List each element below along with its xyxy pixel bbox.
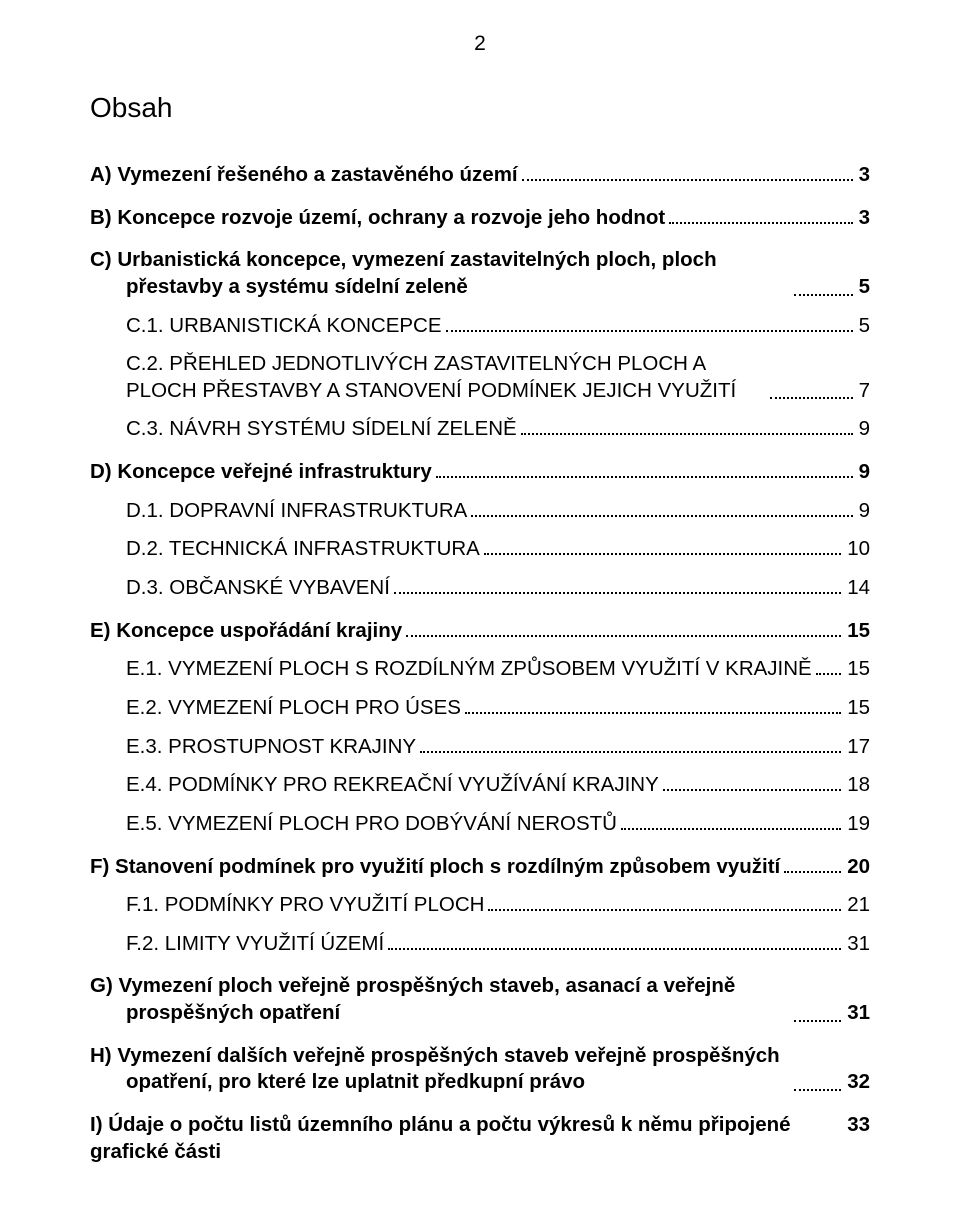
- toc-leader: [446, 314, 853, 331]
- toc-page: 7: [857, 378, 870, 405]
- toc-label: E) Koncepce uspořádání krajiny: [90, 618, 402, 645]
- toc-page: 18: [845, 772, 870, 799]
- toc-label: D) Koncepce veřejné infrastruktury: [90, 459, 432, 486]
- toc-leader: [471, 499, 852, 516]
- toc-row: C.3. NÁVRH SYSTÉMU SÍDELNÍ ZELENĚ 9: [90, 416, 870, 443]
- toc-page: 15: [845, 618, 870, 645]
- toc-page: 15: [845, 695, 870, 722]
- toc-label: E.3. PROSTUPNOST KRAJINY: [126, 734, 416, 761]
- toc-leader: [621, 812, 841, 829]
- toc-leader: [794, 278, 853, 295]
- toc-label: E.2. VYMEZENÍ PLOCH PRO ÚSES: [126, 695, 461, 722]
- toc-label: B) Koncepce rozvoje území, ochrany a roz…: [90, 205, 665, 232]
- toc-leader: [522, 164, 853, 181]
- toc-page: 31: [845, 1000, 870, 1027]
- toc-page: 32: [845, 1069, 870, 1096]
- toc-page: 14: [845, 575, 870, 602]
- toc-label: E.1. VYMEZENÍ PLOCH S ROZDÍLNÝM ZPŮSOBEM…: [126, 656, 812, 683]
- toc-page: 9: [857, 498, 870, 525]
- toc-page: 9: [857, 459, 870, 486]
- toc-label: G) Vymezení ploch veřejně prospěšných st…: [90, 973, 790, 1026]
- toc-label: F) Stanovení podmínek pro využití ploch …: [90, 854, 780, 881]
- toc-row: G) Vymezení ploch veřejně prospěšných st…: [90, 973, 870, 1026]
- toc-row: D) Koncepce veřejné infrastruktury 9: [90, 459, 870, 486]
- toc-row: F.2. LIMITY VYUŽITÍ ÚZEMÍ 31: [90, 931, 870, 958]
- toc-row: C.1. URBANISTICKÁ KONCEPCE 5: [90, 313, 870, 340]
- toc-leader: [794, 1004, 841, 1021]
- toc-page: 33: [845, 1112, 870, 1139]
- toc-page: 10: [845, 536, 870, 563]
- toc-row: E) Koncepce uspořádání krajiny 15: [90, 618, 870, 645]
- toc-row: I) Údaje o počtu listů územního plánu a …: [90, 1112, 870, 1165]
- toc-page: 31: [845, 931, 870, 958]
- toc-leader: [770, 382, 853, 399]
- toc-row: E.3. PROSTUPNOST KRAJINY 17: [90, 734, 870, 761]
- toc-row: A) Vymezení řešeného a zastavěného území…: [90, 162, 870, 189]
- toc-leader: [388, 932, 841, 949]
- toc-label: C.3. NÁVRH SYSTÉMU SÍDELNÍ ZELENĚ: [126, 416, 517, 443]
- toc-label: C) Urbanistická koncepce, vymezení zasta…: [90, 247, 790, 300]
- toc-page: 20: [845, 854, 870, 881]
- toc-row: E.5. VYMEZENÍ PLOCH PRO DOBÝVÁNÍ NEROSTŮ…: [90, 811, 870, 838]
- toc-leader: [420, 735, 841, 752]
- toc-row: E.4. PODMÍNKY PRO REKREAČNÍ VYUŽÍVÁNÍ KR…: [90, 772, 870, 799]
- toc-row: F) Stanovení podmínek pro využití ploch …: [90, 854, 870, 881]
- toc-page: 21: [845, 892, 870, 919]
- toc-row: D.1. DOPRAVNÍ INFRASTRUKTURA 9: [90, 498, 870, 525]
- toc-label: D.3. OBČANSKÉ VYBAVENÍ: [126, 575, 390, 602]
- toc-label: D.1. DOPRAVNÍ INFRASTRUKTURA: [126, 498, 467, 525]
- toc-heading: Obsah: [90, 92, 870, 124]
- toc-page: 5: [857, 274, 870, 301]
- toc-row: E.1. VYMEZENÍ PLOCH S ROZDÍLNÝM ZPŮSOBEM…: [90, 656, 870, 683]
- toc-page: 3: [857, 205, 870, 232]
- toc-leader: [521, 418, 853, 435]
- toc-leader: [484, 538, 841, 555]
- toc-label: E.5. VYMEZENÍ PLOCH PRO DOBÝVÁNÍ NEROSTŮ: [126, 811, 617, 838]
- toc-leader: [465, 697, 841, 714]
- toc-label: F.1. PODMÍNKY PRO VYUŽITÍ PLOCH: [126, 892, 484, 919]
- toc-label: I) Údaje o počtu listů územního plánu a …: [90, 1112, 839, 1165]
- toc-page: 9: [857, 416, 870, 443]
- toc-row: C) Urbanistická koncepce, vymezení zasta…: [90, 247, 870, 300]
- toc-label: E.4. PODMÍNKY PRO REKREAČNÍ VYUŽÍVÁNÍ KR…: [126, 772, 659, 799]
- toc-leader: [436, 461, 853, 478]
- toc-row: C.2. PŘEHLED JEDNOTLIVÝCH ZASTAVITELNÝCH…: [90, 351, 870, 404]
- toc-row: E.2. VYMEZENÍ PLOCH PRO ÚSES 15: [90, 695, 870, 722]
- toc-label: H) Vymezení dalších veřejně prospěšných …: [90, 1043, 790, 1096]
- toc-page: 3: [857, 162, 870, 189]
- toc-leader: [794, 1074, 841, 1091]
- toc-row: F.1. PODMÍNKY PRO VYUŽITÍ PLOCH 21: [90, 892, 870, 919]
- toc-page: 5: [857, 313, 870, 340]
- toc-label: D.2. TECHNICKÁ INFRASTRUKTURA: [126, 536, 480, 563]
- toc-row: D.2. TECHNICKÁ INFRASTRUKTURA 10: [90, 536, 870, 563]
- toc-page: 15: [845, 656, 870, 683]
- toc-row: H) Vymezení dalších veřejně prospěšných …: [90, 1043, 870, 1096]
- toc-leader: [669, 206, 852, 223]
- toc-label: F.2. LIMITY VYUŽITÍ ÚZEMÍ: [126, 931, 384, 958]
- table-of-contents: A) Vymezení řešeného a zastavěného území…: [90, 162, 870, 1165]
- toc-leader: [488, 894, 841, 911]
- page-number: 2: [90, 32, 870, 56]
- toc-row: D.3. OBČANSKÉ VYBAVENÍ 14: [90, 575, 870, 602]
- toc-label: A) Vymezení řešeného a zastavěného území: [90, 162, 518, 189]
- toc-leader: [784, 855, 841, 872]
- toc-leader: [406, 619, 841, 636]
- toc-page: 17: [845, 734, 870, 761]
- toc-leader: [394, 577, 841, 594]
- toc-label: C.2. PŘEHLED JEDNOTLIVÝCH ZASTAVITELNÝCH…: [126, 351, 766, 404]
- toc-label: C.1. URBANISTICKÁ KONCEPCE: [126, 313, 442, 340]
- toc-leader: [663, 774, 841, 791]
- toc-leader: [816, 658, 841, 675]
- toc-row: B) Koncepce rozvoje území, ochrany a roz…: [90, 205, 870, 232]
- toc-page: 19: [845, 811, 870, 838]
